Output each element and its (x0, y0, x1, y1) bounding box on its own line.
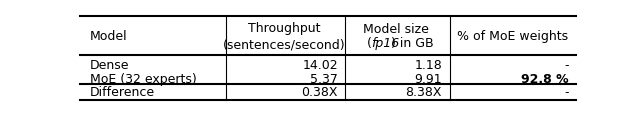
Text: (: ( (367, 37, 371, 50)
Text: 8.38X: 8.38X (406, 85, 442, 98)
Text: % of MoE weights: % of MoE weights (458, 30, 568, 43)
Text: 92.8 %: 92.8 % (521, 72, 568, 85)
Text: Throughput
(sentences/second): Throughput (sentences/second) (223, 22, 346, 51)
Text: 9.91: 9.91 (415, 72, 442, 85)
Text: -: - (564, 85, 568, 98)
Text: fp16: fp16 (371, 37, 399, 50)
Text: -: - (564, 58, 568, 71)
Text: Difference: Difference (90, 85, 155, 98)
Text: 0.38X: 0.38X (301, 85, 338, 98)
Text: Model: Model (90, 30, 127, 43)
Text: 1.18: 1.18 (414, 58, 442, 71)
Text: Model size: Model size (364, 22, 429, 35)
Text: 14.02: 14.02 (302, 58, 338, 71)
Text: Dense: Dense (90, 58, 129, 71)
Text: 5.37: 5.37 (310, 72, 338, 85)
Text: ) in GB: ) in GB (391, 37, 434, 50)
Text: MoE (32 experts): MoE (32 experts) (90, 72, 196, 85)
